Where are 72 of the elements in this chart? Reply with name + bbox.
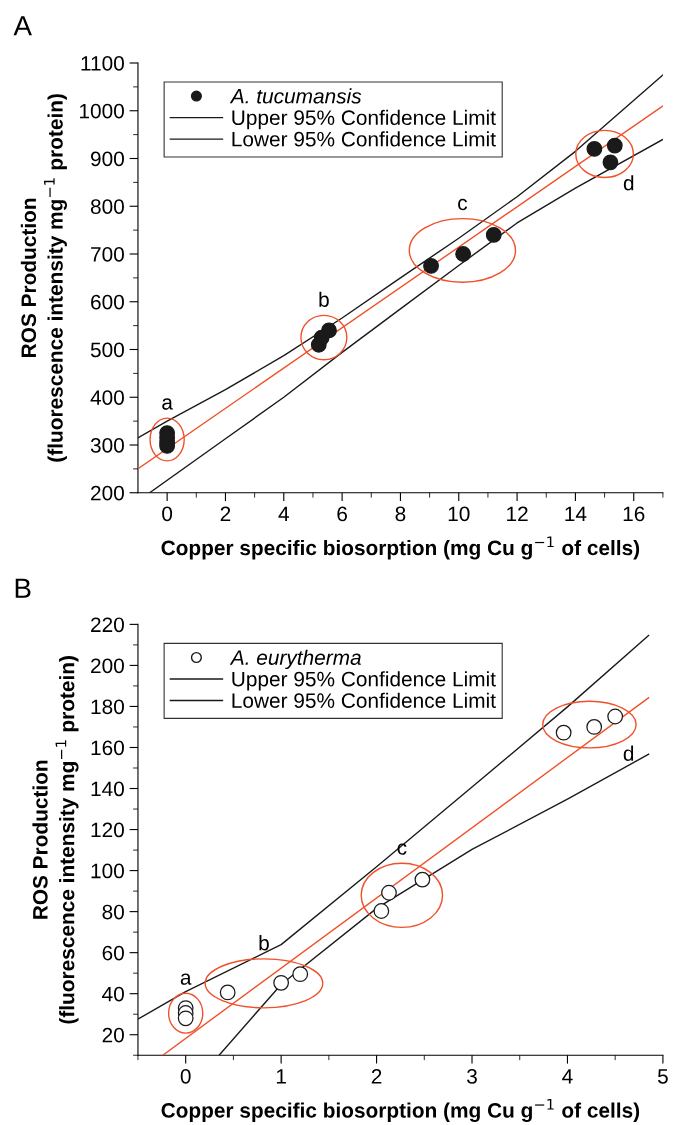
y-tick-label: 220	[91, 617, 124, 633]
annotation: b	[319, 291, 329, 307]
legend-label: A. eurytherma	[229, 649, 361, 670]
point	[586, 141, 603, 157]
y-axis-title: ROS Production (fluorescence intensity mg$^{−1}$ protein)	[32, 656, 79, 1024]
y-tick-label: 500	[90, 342, 124, 358]
point	[414, 871, 431, 888]
y-tick-label: 180	[91, 699, 124, 715]
chart-title: B	[15, 578, 31, 598]
y-tick-label: 200	[91, 658, 124, 674]
chart-title: A	[13, 16, 32, 36]
y-tick-label: 400	[90, 390, 124, 405]
point	[606, 137, 623, 154]
point	[219, 984, 236, 1001]
x-tick-label: 4	[562, 1069, 573, 1084]
y-tick-label: 100	[91, 863, 124, 879]
x-tick-label: 10	[448, 506, 470, 522]
x-tick-label: 14	[565, 506, 587, 522]
annotation: d	[623, 745, 634, 761]
annotation: d	[623, 175, 634, 191]
point	[607, 708, 624, 725]
y-tick-label: 600	[91, 294, 124, 310]
y-tick-label: 40	[102, 986, 124, 1002]
legend-label: Lower 95% Confidence Limit	[232, 131, 496, 147]
point	[423, 258, 439, 274]
y-tick-label: 140	[91, 781, 124, 797]
y-tick-label: 700	[91, 247, 124, 262]
x-tick-label: 0	[180, 1068, 191, 1084]
y-tick-label: 1000	[80, 103, 124, 119]
line-series	[137, 74, 663, 439]
y-tick-label: 60	[102, 945, 124, 961]
y-tick-label: 900	[90, 151, 124, 167]
legend-label: Upper 95% Confidence Limit	[232, 109, 496, 130]
y-tick-label: 20	[102, 1027, 124, 1043]
y-tick-label: 80	[102, 904, 124, 920]
legend-label: Lower 95% Confidence Limit	[232, 692, 496, 708]
point	[381, 884, 397, 901]
annotation: c	[458, 198, 468, 211]
point	[273, 974, 290, 991]
annotation: a	[180, 973, 192, 985]
x-tick-label: 5	[657, 1069, 668, 1084]
x-tick-label: 4	[278, 506, 289, 522]
point	[485, 226, 502, 243]
x-tick-label: 12	[507, 506, 528, 522]
x-axis-title: Copper specific biosorption (mg Cu g$^{−1}$ of cells)	[161, 1098, 640, 1122]
x-tick-label: 2	[371, 1068, 382, 1084]
y-tick-label: 300	[90, 438, 124, 453]
point	[586, 719, 603, 735]
x-tick-label: 16	[623, 506, 645, 522]
y-axis-title: ROS Production (fluorescence intensity mg$^{−1}$ protein)	[20, 94, 68, 462]
x-tick-label: 3	[467, 1068, 477, 1084]
line-series	[137, 634, 650, 1020]
legend-label: A. tucumansis	[229, 88, 362, 104]
point	[292, 966, 309, 983]
x-tick-label: 1	[276, 1069, 286, 1084]
x-tick-label: 8	[395, 506, 406, 522]
x-tick-label: 0	[162, 506, 173, 522]
annotation: a	[162, 398, 173, 410]
point	[455, 246, 472, 262]
x-tick-label: 2	[220, 506, 231, 522]
y-tick-label: 800	[90, 199, 124, 214]
y-tick-label: 120	[91, 822, 124, 838]
point	[373, 903, 390, 919]
x-axis-title: Copper specific biosorption (mg Cu g$^{−1}$ of cells)	[161, 536, 640, 560]
y-tick-label: 200	[91, 485, 124, 501]
annotation: c	[397, 843, 407, 855]
legend-label: Upper 95% Confidence Limit	[232, 671, 496, 691]
point	[555, 724, 572, 741]
y-tick-label: 1100	[81, 56, 124, 71]
x-tick-label: 6	[337, 506, 347, 522]
annotation: b	[259, 935, 269, 951]
y-tick-label: 160	[91, 740, 124, 756]
